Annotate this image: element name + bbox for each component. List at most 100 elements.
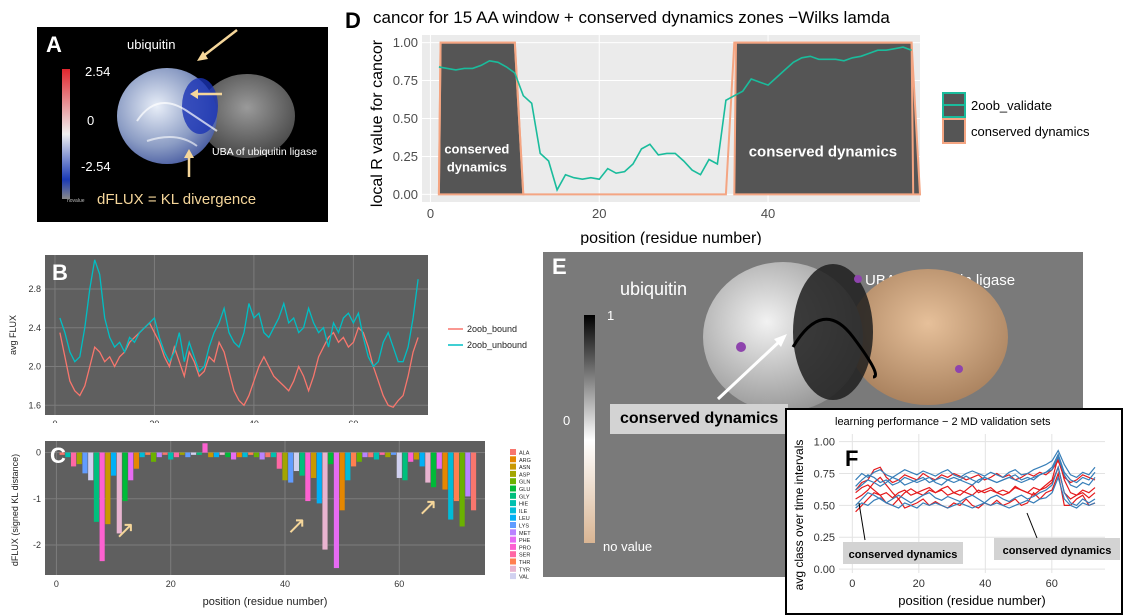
legend-key: [510, 514, 516, 521]
kl-bar: [322, 452, 328, 550]
legend-label: ASP: [519, 472, 530, 478]
zone-annotation: conserved: [444, 141, 509, 156]
validation-line: [855, 452, 1096, 491]
legend-label: GLU: [519, 487, 530, 493]
kl-bar: [179, 452, 185, 455]
legend-key: [510, 449, 516, 455]
kl-bar: [442, 452, 448, 490]
x-tick-label: 20: [913, 578, 925, 590]
panel-e-colorbar-bottom: no value: [603, 539, 653, 554]
panel-e-arrow: [716, 334, 787, 401]
panel-c-chart: 0 20 40 60-2-10 C↗ ↗↗position (residue number…: [10, 441, 532, 608]
panel-a-colorbar-mid: 0: [87, 113, 95, 128]
yellow-arrow: ↗: [286, 512, 306, 539]
kl-bar: [213, 452, 219, 458]
validation-line: [855, 449, 1096, 481]
kl-bar: [253, 452, 259, 458]
kl-bar: [356, 452, 362, 462]
kl-bar: [111, 452, 117, 476]
y-axis-label: avg FLUX: [8, 315, 18, 355]
x-tick-label: 60: [1046, 578, 1058, 590]
kl-bar: [196, 452, 202, 455]
legend-key: [510, 463, 516, 470]
panel-a-ligase-label: UBA of ubiquitin ligase: [212, 146, 318, 158]
annotation-text: conserved dynamics: [849, 549, 958, 561]
x-tick-label: 40: [280, 579, 290, 589]
legend-label: VAL: [519, 575, 529, 581]
panel-e-letter: E: [552, 254, 567, 279]
legend-key: [510, 492, 516, 499]
kl-bar: [225, 452, 231, 458]
y-tick-label: 0.00: [393, 187, 418, 202]
panel-a-ubiquitin-label: ubiquitin: [127, 37, 176, 52]
kl-bar: [116, 452, 122, 534]
kl-bar: [305, 452, 311, 502]
legend-label: conserved dynamics: [971, 124, 1090, 139]
x-tick-label: 40: [979, 578, 991, 590]
legend-label: THR: [519, 560, 530, 566]
legend-label: ILE: [519, 509, 528, 515]
kl-bar: [368, 452, 374, 458]
y-tick-label: -2: [33, 540, 41, 550]
legend-label: ARG: [519, 458, 531, 464]
x-tick-label: 0: [54, 579, 59, 589]
x-tick-label: 60: [394, 579, 404, 589]
kl-bar: [99, 452, 105, 562]
panel-e-colorbar-top: 1: [607, 308, 615, 323]
y-tick-label: 0.75: [814, 468, 835, 480]
panel-e-callout: conserved dynamics: [610, 404, 789, 434]
legend-label: ALA: [519, 451, 530, 457]
legend-key-conserved: [942, 118, 966, 144]
kl-bar: [208, 452, 214, 458]
y-axis-label: local R value for cancor: [369, 39, 386, 207]
panel-d-letter: D: [345, 8, 361, 33]
validate-line: [438, 46, 912, 192]
kl-bar: [288, 452, 294, 483]
panel-a-colorbar-max: 2.54: [85, 64, 111, 79]
kl-bar: [379, 452, 385, 455]
legend-label: LYS: [519, 524, 529, 530]
panel-a-colorbar: [62, 69, 70, 199]
legend-label: 2oob_validate: [971, 98, 1052, 113]
kl-bar: [271, 452, 277, 458]
kl-bar: [293, 452, 299, 472]
validation-line: [855, 455, 1096, 489]
y-tick-label: 2.8: [28, 284, 41, 294]
y-axis-label: avg class over time intervals: [792, 440, 806, 591]
zone-annotation: dynamics: [447, 160, 507, 175]
kl-bar: [145, 452, 151, 455]
x-tick-label: 20: [592, 206, 606, 221]
panel-f: learning performance − 2 MD validation s…: [785, 408, 1123, 615]
kl-bar: [122, 452, 128, 502]
legend-label: GLN: [519, 480, 530, 486]
kl-bar: [408, 452, 414, 462]
kl-bar: [465, 452, 471, 497]
kl-bar: [448, 452, 454, 520]
kl-bar: [351, 452, 357, 467]
kl-bar: [345, 452, 351, 481]
kl-bar: [259, 452, 265, 460]
kl-bar: [339, 452, 345, 511]
panel-d-chart: 0 20 40 0.00 0.25 0.50 0.75 1.00 conserved dynami…: [369, 35, 1090, 245]
kl-bar: [88, 452, 94, 481]
annotation-box: [994, 538, 1120, 560]
y-tick-label: 0.25: [814, 532, 835, 544]
legend-label: GLY: [519, 494, 530, 500]
panel-a-protein-image: [117, 68, 295, 164]
x-tick-label: 0: [52, 419, 57, 423]
panel-e-colorbar: [584, 315, 595, 543]
kl-bar: [173, 452, 179, 458]
kl-bar: [59, 452, 65, 455]
kl-bar: [105, 452, 111, 525]
kl-bar: [362, 452, 368, 458]
y-tick-label: 0.25: [393, 149, 418, 164]
kl-bar: [168, 452, 174, 460]
legend-key: [510, 522, 516, 528]
panel-a-arrows: [184, 29, 238, 177]
x-tick-label: 0: [427, 206, 434, 221]
kl-bar: [402, 452, 408, 481]
y-tick-label: 0.00: [814, 564, 835, 576]
x-axis-label: position (residue number): [898, 593, 1045, 608]
validation-line: [855, 459, 1096, 491]
